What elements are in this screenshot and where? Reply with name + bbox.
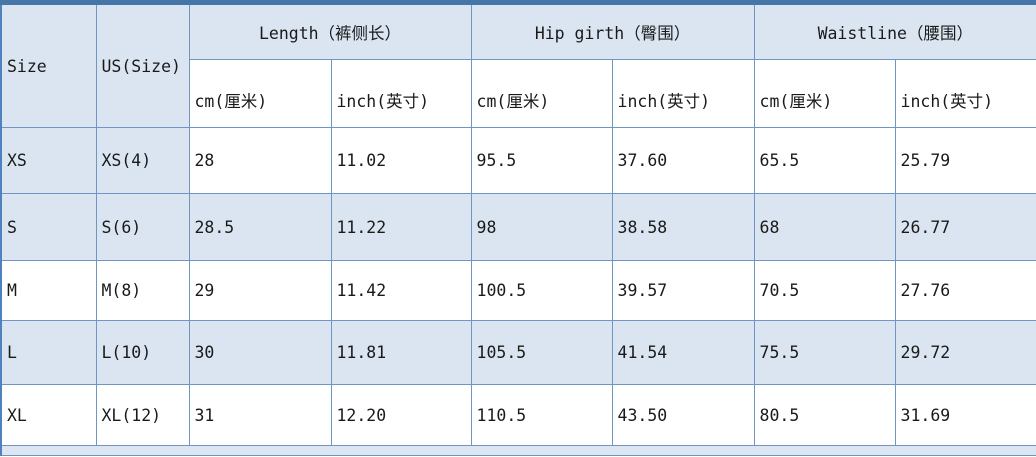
cell-waist-cm: 68 <box>753 193 896 261</box>
cell-us-size: XS(4) <box>95 127 190 194</box>
cell-length-inch: 12.20 <box>330 384 472 446</box>
subheader-length-inch: inch(英寸) <box>330 59 472 128</box>
partial-row-cell <box>0 445 1036 456</box>
cell-size: L <box>0 320 97 385</box>
cell-hip-cm: 100.5 <box>470 260 613 321</box>
cell-hip-inch: 39.57 <box>611 260 755 321</box>
cell-length-cm: 30 <box>188 320 332 385</box>
cell-us-size: S(6) <box>95 193 190 261</box>
cell-length-cm: 31 <box>188 384 332 446</box>
cell-waist-cm: 80.5 <box>753 384 896 446</box>
table-row-l: L L(10) 30 11.81 105.5 41.54 75.5 29.72 <box>0 320 1036 385</box>
cell-waist-inch: 31.69 <box>894 384 1036 446</box>
cell-waist-inch: 29.72 <box>894 320 1036 385</box>
subheader-length-cm: cm(厘米) <box>188 59 332 128</box>
cell-us-size: M(8) <box>95 260 190 321</box>
header-group-row: Size US(Size) Length（裤侧长） Hip girth（臀围） … <box>0 2 1036 128</box>
cell-size: XL <box>0 384 97 446</box>
table-row-xs: XS XS(4) 28 11.02 95.5 37.60 65.5 25.79 <box>0 127 1036 194</box>
cell-hip-cm: 105.5 <box>470 320 613 385</box>
subheader-hip-inch: inch(英寸) <box>611 59 755 128</box>
cell-size: S <box>0 193 97 261</box>
subheader-waist-inch: inch(英寸) <box>894 59 1036 128</box>
cell-hip-inch: 41.54 <box>611 320 755 385</box>
cell-waist-inch: 27.76 <box>894 260 1036 321</box>
cell-length-inch: 11.42 <box>330 260 472 321</box>
table-row-m: M M(8) 29 11.42 100.5 39.57 70.5 27.76 <box>0 260 1036 321</box>
subheader-waist-cm: cm(厘米) <box>753 59 896 128</box>
cell-hip-cm: 110.5 <box>470 384 613 446</box>
cell-waist-cm: 75.5 <box>753 320 896 385</box>
cell-length-inch: 11.81 <box>330 320 472 385</box>
cell-length-cm: 29 <box>188 260 332 321</box>
cell-hip-cm: 98 <box>470 193 613 261</box>
table-row-s: S S(6) 28.5 11.22 98 38.58 68 26.77 <box>0 193 1036 261</box>
cell-waist-cm: 65.5 <box>753 127 896 194</box>
cell-length-cm: 28.5 <box>188 193 332 261</box>
header-group-hip-girth: Hip girth（臀围） <box>470 2 755 60</box>
cell-waist-inch: 26.77 <box>894 193 1036 261</box>
cell-hip-inch: 38.58 <box>611 193 755 261</box>
cell-us-size: L(10) <box>95 320 190 385</box>
cell-length-inch: 11.22 <box>330 193 472 261</box>
cell-waist-inch: 25.79 <box>894 127 1036 194</box>
cell-length-cm: 28 <box>188 127 332 194</box>
cell-size: M <box>0 260 97 321</box>
cell-length-inch: 11.02 <box>330 127 472 194</box>
header-sub-row: cm(厘米) inch(英寸) cm(厘米) inch(英寸) cm(厘米) i… <box>1 59 1036 128</box>
cell-hip-inch: 43.50 <box>611 384 755 446</box>
cell-us-size: XL(12) <box>95 384 190 446</box>
cell-size: XS <box>0 127 97 194</box>
header-group-length: Length（裤侧长） <box>188 2 472 60</box>
table-row-partial <box>0 445 1036 456</box>
header-cell-size: Size <box>0 2 97 128</box>
cell-hip-inch: 37.60 <box>611 127 755 194</box>
cell-waist-cm: 70.5 <box>753 260 896 321</box>
subheader-hip-cm: cm(厘米) <box>470 59 613 128</box>
cell-hip-cm: 95.5 <box>470 127 613 194</box>
table-row-xl: XL XL(12) 31 12.20 110.5 43.50 80.5 31.6… <box>0 384 1036 446</box>
header-group-waistline: Waistline（腰围） <box>753 2 1036 60</box>
header-cell-us-size: US(Size) <box>95 2 190 128</box>
